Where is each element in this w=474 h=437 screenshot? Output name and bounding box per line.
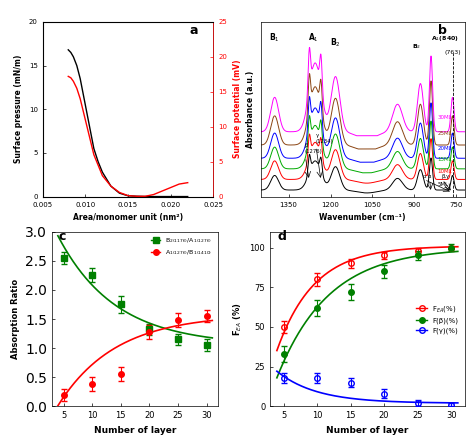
- X-axis label: Number of layer: Number of layer: [326, 426, 409, 435]
- Text: a: a: [190, 24, 198, 37]
- Y-axis label: Surface potential (mV): Surface potential (mV): [233, 60, 242, 159]
- Text: 5ML: 5ML: [437, 181, 448, 187]
- X-axis label: Wavenumber (cm⁻¹): Wavenumber (cm⁻¹): [319, 213, 406, 222]
- Text: B$_2$: B$_2$: [330, 37, 341, 49]
- Text: A$_1$: A$_1$: [308, 31, 319, 44]
- Text: β
(1276): β (1276): [305, 143, 323, 154]
- Text: α: α: [422, 174, 426, 179]
- Text: β,γ: β,γ: [441, 174, 450, 179]
- Text: α: α: [428, 174, 431, 179]
- Text: 20ML: 20ML: [437, 146, 452, 150]
- X-axis label: Number of layer: Number of layer: [94, 426, 176, 435]
- Text: B$_1$: B$_1$: [269, 31, 280, 44]
- Text: (763): (763): [444, 50, 461, 55]
- Text: B$_2$: B$_2$: [412, 42, 421, 51]
- X-axis label: Area/monomer unit (nm²): Area/monomer unit (nm²): [73, 213, 183, 222]
- Text: d: d: [278, 230, 287, 243]
- Legend: B$_{2(1176)}$/A$_{1(1276)}$, A$_{1(1276)}$/B$_{1(1410)}$: B$_{2(1176)}$/A$_{1(1276)}$, A$_{1(1276)…: [148, 235, 215, 259]
- Y-axis label: Absorption Ratio: Absorption Ratio: [11, 279, 20, 359]
- Text: A$_1$(840): A$_1$(840): [431, 35, 459, 43]
- Text: 15ML: 15ML: [437, 157, 452, 163]
- Y-axis label: Absorbance (a.u.): Absorbance (a.u.): [246, 71, 255, 148]
- Text: γ
(1234): γ (1234): [316, 133, 333, 144]
- Y-axis label: Surface pressure (mN/m): Surface pressure (mN/m): [14, 55, 23, 163]
- Text: 25ML: 25ML: [437, 131, 452, 135]
- Text: c: c: [59, 230, 66, 243]
- Text: b: b: [438, 24, 447, 37]
- Y-axis label: F$_{EA}$ (%): F$_{EA}$ (%): [231, 302, 244, 336]
- Text: 10ML: 10ML: [437, 170, 452, 174]
- Legend: F$_{EA}$(%), F(β)(%), F(γ)(%): F$_{EA}$(%), F(β)(%), F(γ)(%): [413, 301, 461, 337]
- Text: 30ML: 30ML: [437, 115, 452, 120]
